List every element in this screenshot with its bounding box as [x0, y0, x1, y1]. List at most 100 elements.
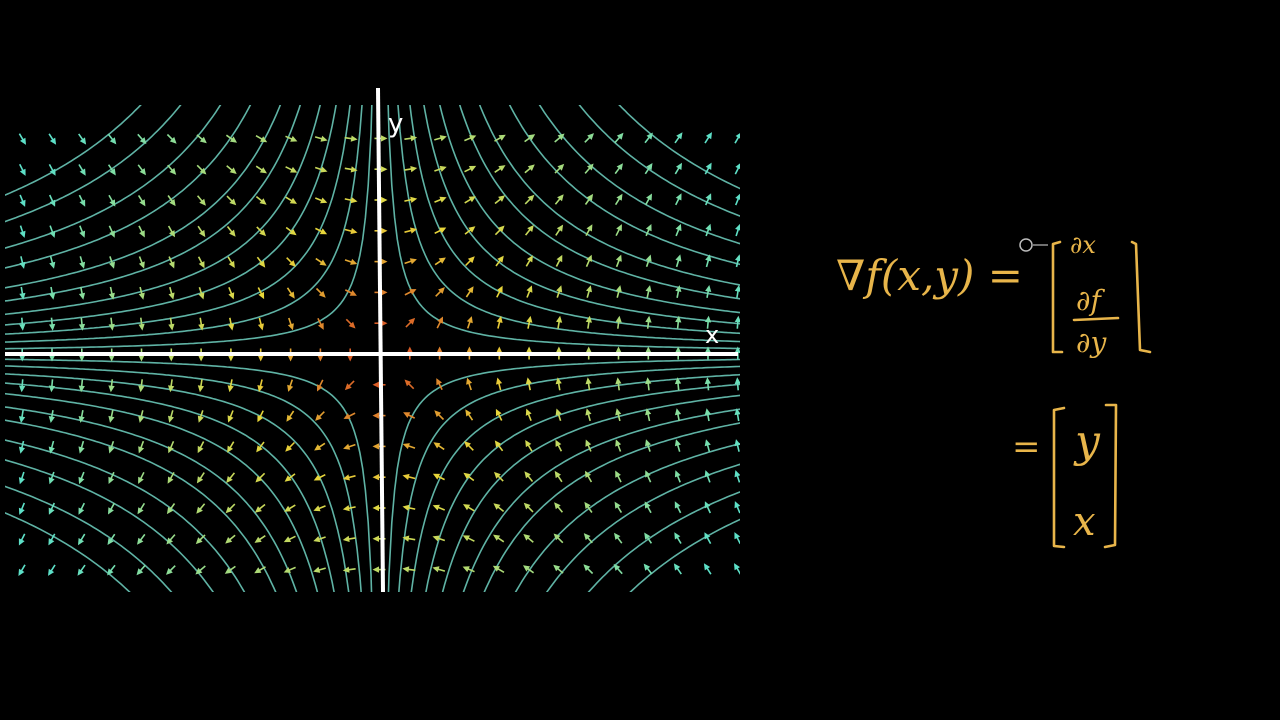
gradient-arrow — [137, 502, 146, 515]
gradient-arrow — [257, 410, 264, 423]
gradient-arrow — [285, 196, 297, 204]
gradient-arrow — [168, 286, 175, 300]
contour-line — [5, 358, 373, 592]
gradient-arrow — [168, 256, 175, 269]
gradient-arrow — [556, 285, 563, 298]
contour-line — [425, 383, 740, 592]
gradient-arrow — [553, 533, 564, 544]
gradient-arrow — [342, 474, 356, 481]
gradient-arrow — [464, 226, 476, 235]
gradient-arrow — [286, 410, 295, 422]
contour-line — [5, 105, 373, 350]
gradient-arrow — [374, 166, 388, 173]
gradient-arrow — [675, 315, 682, 329]
gradient-arrow — [49, 286, 56, 300]
contour-line — [514, 442, 740, 592]
gradient-arrow — [224, 565, 236, 574]
x-axis-label: x — [705, 321, 719, 349]
gradient-arrow — [463, 504, 475, 512]
contour-line — [458, 105, 740, 300]
contour-line — [578, 105, 740, 217]
gradient-arrow — [583, 533, 593, 544]
gradient-arrow — [256, 256, 266, 268]
gradient-arrow — [48, 471, 55, 485]
gradient-arrow — [704, 532, 712, 544]
gradient-arrow — [496, 377, 503, 391]
gradient-arrow — [198, 286, 205, 300]
gradient-arrow — [196, 195, 206, 206]
gradient-arrow — [138, 410, 145, 423]
gradient-arrow — [644, 501, 652, 514]
gradient-arrow — [615, 470, 622, 483]
contour-line — [5, 105, 182, 223]
gradient-arrow — [524, 225, 534, 236]
gradient-arrow — [166, 534, 176, 545]
gradient-arrow — [137, 533, 146, 545]
gradient-arrow — [344, 197, 358, 204]
contour-line — [478, 105, 740, 286]
gradient-arrow — [705, 223, 712, 237]
gradient-arrow — [466, 377, 473, 391]
contour-line — [508, 105, 740, 266]
contour-line — [5, 373, 350, 592]
gradient-arrow — [19, 225, 26, 238]
gradient-arrow — [614, 532, 623, 544]
gradient-arrow — [674, 470, 681, 483]
contour-line — [5, 105, 252, 269]
gradient-arrow — [196, 164, 207, 175]
gradient-arrow — [643, 563, 653, 575]
contour-line — [423, 105, 740, 325]
gradient-arrow — [675, 223, 682, 237]
gradient-arrow — [644, 163, 653, 175]
contour-line — [387, 358, 740, 592]
y-axis-label: y — [388, 109, 403, 139]
gradient-arrow — [585, 439, 592, 452]
gradient-arrow — [18, 533, 26, 546]
gradient-arrow — [402, 473, 416, 480]
gradient-arrow — [197, 225, 206, 238]
gradient-arrow — [107, 133, 117, 145]
gradient-arrow — [734, 501, 740, 514]
gradient-arrow — [585, 224, 593, 236]
gradient-arrow — [78, 410, 85, 423]
gradient-arrow — [583, 564, 594, 575]
gradient-arrow — [344, 258, 358, 265]
contour-line — [5, 105, 222, 249]
gradient-arrow — [615, 408, 622, 422]
gradient-arrow — [18, 163, 26, 176]
gradient-arrow — [703, 563, 712, 575]
gradient-arrow — [225, 503, 236, 514]
gradient-arrow — [284, 504, 296, 512]
gradient-arrow — [494, 195, 506, 205]
gradient-arrow — [404, 166, 418, 173]
gradient-arrow — [434, 196, 447, 203]
gradient-arrow — [494, 440, 504, 452]
contour-line — [5, 105, 142, 196]
gradient-arrow — [555, 224, 564, 236]
gradient-arrow — [434, 227, 447, 235]
gradient-arrow — [197, 410, 204, 423]
gradient-arrow — [107, 533, 116, 545]
gradient-arrow — [197, 441, 205, 454]
gradient-arrow — [108, 379, 115, 393]
contour-line — [5, 105, 321, 316]
gradient-arrow — [524, 471, 534, 483]
gradient-arrow — [432, 566, 446, 573]
gradient-arrow — [465, 256, 475, 267]
gradient-arrow — [138, 225, 145, 238]
gradient-arrow — [287, 317, 294, 331]
gradient-arrow — [465, 286, 474, 298]
contour-line — [5, 459, 215, 592]
gradient-arrow — [614, 132, 624, 144]
contour-line — [398, 365, 740, 592]
gradient-arrow — [704, 132, 712, 144]
gradient-arrow — [674, 408, 682, 422]
gradient-arrow — [315, 197, 328, 204]
gradient-arrow — [77, 564, 86, 576]
gradient-arrow — [225, 534, 236, 544]
gradient-arrow — [645, 439, 651, 452]
gradient-arrow — [48, 564, 56, 576]
gradient-arrow — [18, 564, 26, 576]
gradient-arrow — [645, 285, 652, 298]
